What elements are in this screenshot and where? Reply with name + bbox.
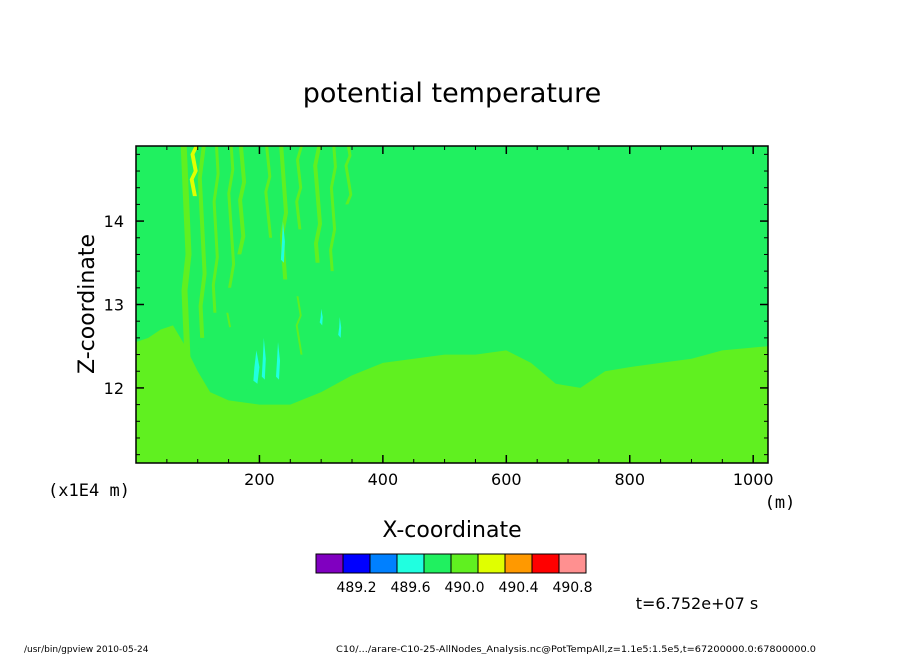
colorbar-label: 489.6 [390, 580, 430, 596]
y-axis: 12 13 14 [104, 153, 768, 456]
colorbar-label: 490.8 [552, 580, 592, 596]
cyan-spot [253, 350, 260, 384]
colorbar-swatch [423, 553, 452, 574]
field-streak [279, 146, 288, 280]
colorbar-swatch [477, 553, 506, 574]
field-streak [180, 146, 192, 363]
colorbar: 489.2 489.6 490.0 490.4 490.8 [315, 553, 593, 596]
y-tick-label: 14 [104, 212, 124, 231]
cyan-spot [338, 317, 342, 338]
field-streak [211, 146, 220, 313]
colorbar-swatch [504, 553, 533, 574]
field-streak [295, 146, 303, 230]
y-unit-label: (x1E4 m) [48, 481, 130, 501]
field-streak [227, 146, 236, 288]
field-streak [197, 146, 207, 338]
x-tick-label: 800 [614, 470, 645, 489]
y-tick-label: 12 [104, 379, 124, 398]
colorbar-swatch [531, 553, 560, 574]
field-streak [264, 146, 273, 238]
field-streak [313, 146, 322, 263]
cyan-spot [276, 342, 280, 380]
field-streak [237, 146, 247, 255]
colorbar-swatch [369, 553, 398, 574]
colorbar-swatch [396, 553, 425, 574]
footer-left: /usr/bin/gpview 2010-05-24 [24, 645, 149, 654]
field-streak [344, 146, 353, 205]
x-tick-label: 200 [244, 470, 275, 489]
colorbar-label: 490.0 [444, 580, 484, 596]
cyan-spot [319, 308, 323, 326]
y-tick-label: 13 [104, 296, 124, 315]
x-axis-label: X-coordinate [382, 518, 521, 543]
cyan-spot [280, 221, 285, 263]
field-streak [189, 146, 199, 197]
colorbar-swatch [558, 553, 587, 574]
field-streak [295, 296, 303, 355]
y-axis-label: Z-coordinate [75, 234, 100, 374]
x-tick-label: 400 [368, 470, 399, 489]
lower-layer [136, 325, 768, 463]
colorbar-swatch [450, 553, 479, 574]
x-tick-label: 600 [491, 470, 522, 489]
footer-right: C10/.../arare-C10-25-AllNodes_Analysis.n… [336, 645, 816, 654]
x-unit-label: (m) [765, 493, 796, 513]
chart-title: potential temperature [303, 78, 601, 109]
x-tick-label: 1000 [733, 470, 774, 489]
colorbar-swatch [342, 553, 371, 574]
plot-area [135, 145, 769, 464]
time-label: t=6.752e+07 s [636, 594, 759, 613]
field-streak [329, 146, 337, 272]
colorbar-swatch [315, 553, 344, 574]
colorbar-label: 489.2 [336, 580, 376, 596]
cyan-spot [261, 337, 266, 380]
x-axis: 200 400 600 800 1000 [135, 146, 774, 489]
colorbar-label: 490.4 [498, 580, 538, 596]
